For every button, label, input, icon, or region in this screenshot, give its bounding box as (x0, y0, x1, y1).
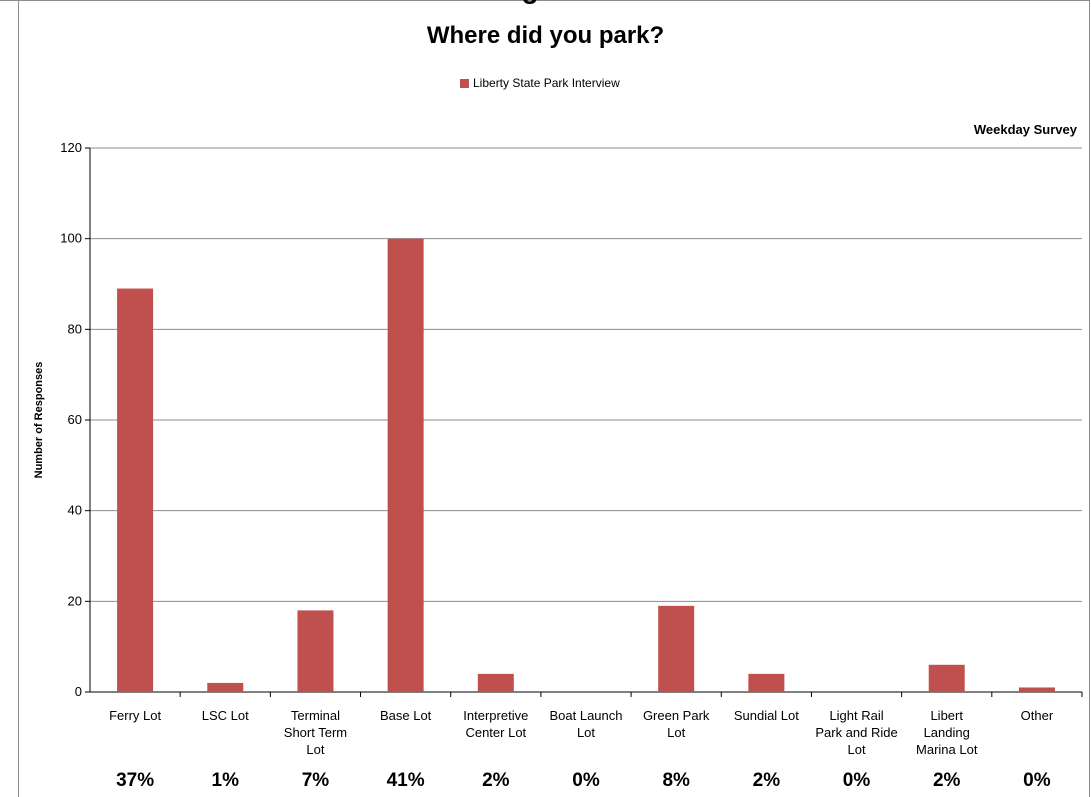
x-category-label-line: Short Term (284, 725, 347, 740)
x-category-label: Green Park Lot (643, 708, 710, 740)
percentage-label: 2% (753, 770, 781, 791)
x-category-label-line: Center Lot (465, 725, 526, 740)
y-tick-label: 0 (75, 684, 82, 699)
x-category-label-line: Marina Lot (916, 742, 978, 757)
percentage-label: 8% (662, 770, 690, 791)
x-category-label-line: Libert (930, 708, 963, 723)
x-category-label: LSC Lot (202, 708, 249, 723)
x-category-label-line: LSC Lot (202, 708, 249, 723)
bar (658, 605, 695, 692)
x-category-label-line: Lot (667, 725, 685, 740)
x-category-label-line: Interpretive (463, 708, 528, 723)
percentage-label: 0% (843, 770, 871, 791)
x-category-label-line: Lot (577, 725, 595, 740)
bar (477, 673, 514, 692)
bar (748, 673, 785, 692)
x-category-label-line: Lot (848, 742, 866, 757)
x-category-label-line: Green Park (643, 708, 710, 723)
percentage-label: 7% (302, 770, 330, 791)
x-category-label-line: Ferry Lot (109, 708, 161, 723)
percentage-label: 2% (482, 770, 510, 791)
y-axis-label: Number of Responses (33, 362, 45, 479)
x-category-label: Boat Launch Lot (549, 708, 622, 740)
x-category-label-line: Base Lot (380, 708, 432, 723)
x-category-label-line: Landing (924, 725, 970, 740)
x-category-label-line: Other (1021, 708, 1054, 723)
x-category-label-line: Lot (306, 742, 324, 757)
y-tick-label: 60 (68, 412, 82, 427)
percentage-label: 41% (387, 770, 425, 791)
percentage-label: 1% (212, 770, 240, 791)
x-category-label-line: Terminal (291, 708, 340, 723)
bar (928, 664, 965, 692)
legend-label: Liberty State Park Interview (473, 76, 620, 90)
percentage-label: 0% (572, 770, 600, 791)
x-category-label-line: Sundial Lot (734, 708, 799, 723)
y-tick-label: 80 (68, 321, 82, 336)
x-category-label-line: Light Rail (829, 708, 883, 723)
percentage-label: 2% (933, 770, 961, 791)
x-category-label: Other (1021, 708, 1054, 723)
x-category-label-line: Boat Launch (549, 708, 622, 723)
x-category-label: Light Rail Park and Ride Lot (815, 708, 897, 757)
survey-annotation: Weekday Survey (973, 122, 1077, 137)
bar (207, 682, 244, 692)
bar (387, 238, 424, 692)
y-tick-label: 120 (60, 140, 82, 155)
percentage-label: 37% (116, 770, 154, 791)
y-tick-label: 100 (60, 231, 82, 246)
y-tick-label: 40 (68, 503, 82, 518)
chart-frame-left-edge (18, 0, 19, 797)
bar (297, 610, 334, 692)
x-category-label: Interpretive Center Lot (463, 708, 528, 740)
x-category-label: Terminal Short Term Lot (284, 708, 347, 757)
legend: Liberty State Park Interview (460, 76, 620, 90)
x-category-label-line: Park and Ride (815, 725, 897, 740)
y-tick-label: 20 (68, 593, 82, 608)
bar (1018, 687, 1055, 692)
bar (117, 288, 154, 692)
partial-title-fragment: g (460, 0, 600, 4)
legend-swatch (460, 78, 469, 88)
chart-title: Where did you park? (426, 22, 665, 49)
x-category-label: Libert Landing Marina Lot (916, 708, 978, 757)
x-category-label: Sundial Lot (734, 708, 799, 723)
x-category-label: Base Lot (380, 708, 432, 723)
x-category-label: Ferry Lot (109, 708, 161, 723)
percentage-label: 0% (1023, 770, 1051, 791)
